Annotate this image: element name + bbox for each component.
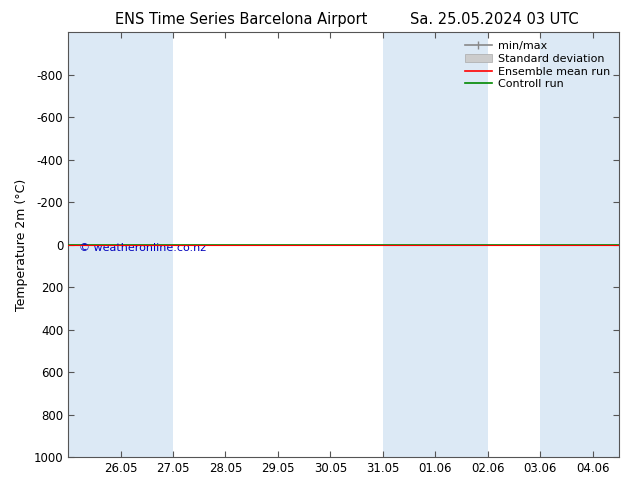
Bar (68, 32, 120, 457)
Bar (540, 32, 619, 457)
Bar (383, 32, 436, 457)
Bar (120, 32, 173, 457)
Bar (436, 32, 488, 457)
Text: ENS Time Series Barcelona Airport: ENS Time Series Barcelona Airport (115, 12, 367, 27)
Y-axis label: Temperature 2m (°C): Temperature 2m (°C) (15, 178, 28, 311)
Text: Sa. 25.05.2024 03 UTC: Sa. 25.05.2024 03 UTC (410, 12, 579, 27)
Legend: min/max, Standard deviation, Ensemble mean run, Controll run: min/max, Standard deviation, Ensemble me… (461, 38, 614, 93)
Text: © weatheronline.co.nz: © weatheronline.co.nz (79, 243, 206, 252)
